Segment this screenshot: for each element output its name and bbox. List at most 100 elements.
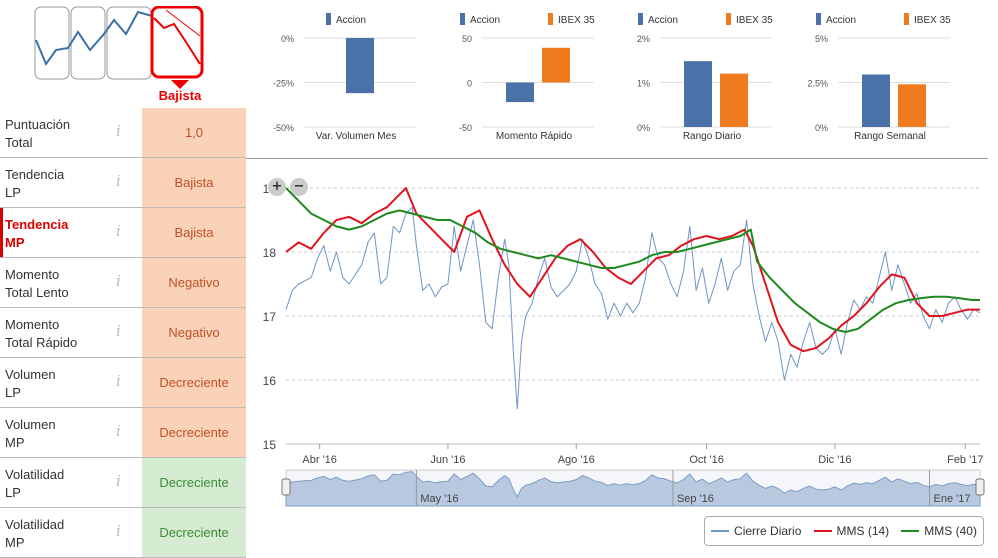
bar-accion[interactable] [506,82,534,103]
navigator-left-handle[interactable] [281,478,291,496]
legend-swatch [638,13,643,25]
trend-thumb-selected[interactable] [150,6,204,79]
mms40-line[interactable] [285,187,980,333]
y-tick-label: 1% [637,79,650,89]
metric-row[interactable]: Momento Total Lento i Negativo [0,258,246,308]
bar-ibex[interactable] [542,47,570,83]
navigator-label: Sep '16 [677,493,714,505]
info-icon[interactable]: i [116,372,121,390]
trend-thumb-2[interactable] [70,6,106,80]
metric-name-line: LP [5,385,21,400]
metric-name-line: Total Rápido [5,335,78,350]
bar-accion[interactable] [346,38,374,94]
metric-row[interactable]: Volatilidad LP i Decreciente [0,458,246,508]
legend-swatch [726,13,731,25]
bar-accion[interactable] [862,74,890,127]
legend-label: IBEX 35 [558,15,595,26]
mms14-line[interactable] [285,187,980,353]
x-tick-label: Dic '16 [818,454,851,466]
bar-ibex[interactable] [898,84,926,127]
metric-value: Decreciente [142,358,246,407]
row-marker [0,208,3,257]
metric-table: Puntuación Total i 1,0 Tendencia LP i Bajista Te… [0,108,246,558]
metric-name-line: LP [5,185,21,200]
metric-value: Decreciente [142,508,246,557]
row-marker [0,108,3,157]
legend-label-cierre: Cierre Diario [734,524,802,538]
info-icon[interactable]: i [116,322,121,340]
trend-thumb-arrow [165,9,201,37]
mini-chart: Accion 0% -25% -50% Var. Volumen Mes [273,13,416,142]
metric-row[interactable]: Volatilidad MP i Decreciente [0,508,246,558]
metric-row[interactable]: Tendencia MP i Bajista [0,208,246,258]
y-tick-label: 0% [281,34,294,44]
row-marker [0,458,3,507]
cierre-diario-line[interactable] [285,206,981,410]
info-icon[interactable]: i [116,122,121,140]
legend-item-cierre[interactable]: Cierre Diario [711,524,801,538]
mini-chart-title: Rango Semanal [854,131,926,142]
info-icon[interactable]: i [116,222,121,240]
legend-label: Accion [470,15,500,26]
legend-swatch [460,13,465,25]
info-icon[interactable]: i [116,272,121,290]
navigator-label: Ene '17 [934,493,971,505]
metric-name-line: LP [5,485,21,500]
trend-thumb-1[interactable] [34,6,70,80]
y-tick-label: 15 [263,438,277,452]
metric-name: Puntuación Total [5,116,115,152]
y-tick-label: -50% [273,123,294,133]
metric-name: Tendencia MP [5,216,115,252]
y-tick-label: 50 [462,34,472,44]
row-marker [0,508,3,557]
metric-value: Bajista [142,158,246,207]
y-tick-label: 2% [637,34,650,44]
y-tick-label: 17 [263,310,277,324]
navigator-label: May '16 [420,493,458,505]
metric-name-line: MP [5,435,25,450]
mini-charts: Accion 0% -25% -50% Var. Volumen Mes Accion IB… [246,0,998,160]
legend-swatch [816,13,821,25]
legend-swatch-cierre [711,530,730,532]
info-icon[interactable]: i [116,172,121,190]
zoom-controls: + − [268,175,312,196]
trend-thumb-line [35,10,153,67]
legend-label: Accion [336,15,366,26]
y-tick-label: 2.5% [807,79,828,89]
metric-row[interactable]: Puntuación Total i 1,0 [0,108,246,158]
zoom-out-icon[interactable]: − [290,178,308,196]
chart-legend: Cierre Diario MMS (14) MMS (40) [704,516,984,546]
x-tick-label: Ago '16 [558,454,595,466]
trend-selector: Bajista [34,6,206,106]
navigator-right-handle[interactable] [975,478,985,496]
legend-item-mms14[interactable]: MMS (14) [813,524,889,538]
legend-item-mms40[interactable]: MMS (40) [901,524,977,538]
info-icon[interactable]: i [116,422,121,440]
y-tick-label: 0 [467,79,472,89]
mini-chart-title: Var. Volumen Mes [316,131,396,142]
legend-label: IBEX 35 [914,15,951,26]
info-icon[interactable]: i [116,522,121,540]
x-tick-label: Abr '16 [302,454,337,466]
y-tick-label: 5% [815,34,828,44]
trend-thumb-3[interactable] [106,6,152,80]
info-icon[interactable]: i [116,472,121,490]
legend-swatch-mms40 [901,530,920,532]
x-tick-label: Jun '16 [430,454,465,466]
metric-row[interactable]: Volumen MP i Decreciente [0,408,246,458]
metric-row[interactable]: Volumen LP i Decreciente [0,358,246,408]
metric-value: Decreciente [142,408,246,457]
metric-value: Decreciente [142,458,246,507]
row-marker [0,258,3,307]
legend-swatch [326,13,331,25]
legend-label: Accion [648,15,678,26]
metric-row[interactable]: Momento Total Rápido i Negativo [0,308,246,358]
bar-accion[interactable] [684,61,712,127]
bar-ibex[interactable] [720,73,748,127]
legend-swatch [548,13,553,25]
zoom-in-icon[interactable]: + [268,178,286,196]
metric-row[interactable]: Tendencia LP i Bajista [0,158,246,208]
metric-name-line: Tendencia [5,217,69,232]
metric-value: Bajista [142,208,246,257]
